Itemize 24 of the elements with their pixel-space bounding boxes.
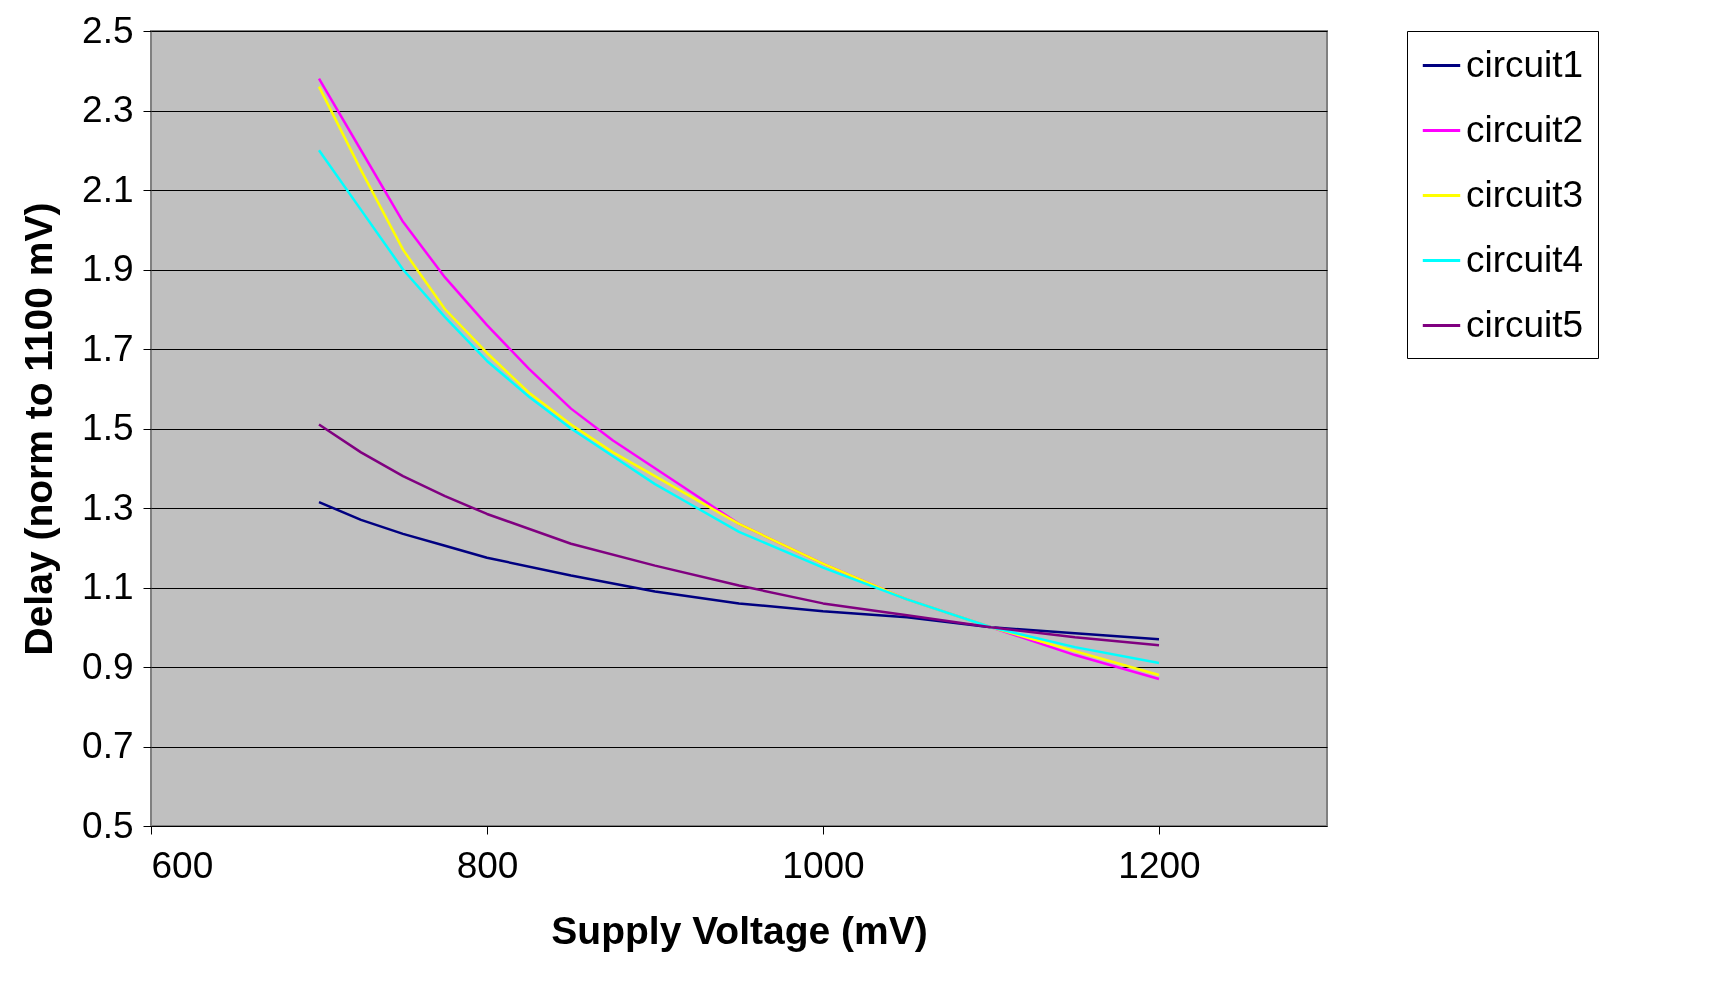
y-tick-label: 1.5 <box>82 407 134 448</box>
y-tick-label: 1.9 <box>82 248 134 289</box>
legend-label: circuit4 <box>1466 238 1584 280</box>
line-series <box>317 423 1161 647</box>
y-tick-label: 1.1 <box>82 566 134 607</box>
y-tick-label: 2.3 <box>82 89 134 130</box>
x-tick-label: 1000 <box>782 844 865 886</box>
y-tick-label: 1.7 <box>82 327 134 369</box>
y-tick-label: 2.5 <box>82 9 134 51</box>
x-axis-title: Supply Voltage (mV) <box>551 908 928 952</box>
legend-label: circuit1 <box>1466 43 1584 85</box>
y-tick-label: 1.3 <box>82 486 134 528</box>
line-series <box>317 500 1161 641</box>
y-tick-label: 2.1 <box>82 168 134 210</box>
y-tick-label: 0.7 <box>82 725 134 766</box>
x-tick-label: 800 <box>456 844 519 886</box>
x-tick-label: 600 <box>151 844 214 886</box>
y-tick-label: 0.9 <box>82 645 134 687</box>
x-tick-label: 1200 <box>1118 844 1201 886</box>
y-tick-label: 0.5 <box>82 804 134 846</box>
legend-label: circuit5 <box>1466 303 1584 345</box>
legend-label: circuit3 <box>1466 173 1584 215</box>
legend-label: circuit2 <box>1466 108 1584 150</box>
y-axis-title: Delay (norm to 1100 mV) <box>17 202 61 656</box>
